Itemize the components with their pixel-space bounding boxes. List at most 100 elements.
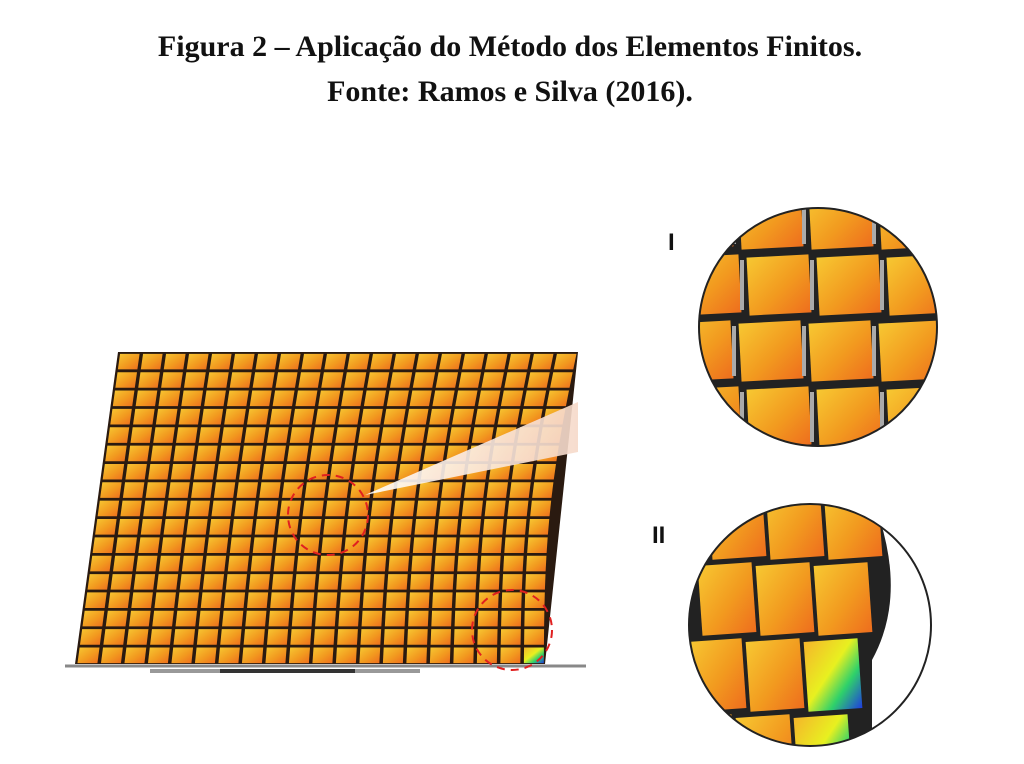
- mesh-cell: [318, 390, 341, 407]
- mesh-cell: [359, 647, 381, 664]
- detail-cell: [699, 386, 742, 446]
- detail-cell: [816, 386, 882, 446]
- mesh-cell: [135, 390, 158, 407]
- detail-gap: [880, 392, 884, 442]
- mesh-cell: [339, 592, 361, 609]
- mesh-cell: [293, 592, 315, 609]
- mesh-cell: [278, 353, 301, 370]
- mesh-cell: [377, 445, 400, 462]
- mesh-cell: [131, 592, 153, 609]
- mesh-cell: [152, 610, 174, 627]
- mesh-cell: [502, 574, 523, 590]
- mesh-cell: [355, 445, 377, 462]
- mesh-cell: [323, 519, 345, 535]
- mesh-cell: [389, 537, 411, 553]
- mesh-cell: [453, 647, 474, 664]
- detail-gap: [810, 260, 814, 310]
- mesh-cell: [102, 463, 125, 480]
- mesh-cell: [209, 519, 231, 535]
- mesh-cell: [365, 555, 387, 572]
- mesh-cell: [526, 555, 547, 572]
- mesh-cell: [225, 574, 247, 590]
- mesh-cell: [484, 500, 506, 517]
- mesh-cell: [183, 372, 206, 388]
- mesh-cell: [273, 555, 295, 572]
- mesh-cell: [437, 519, 459, 535]
- detail-cell: [813, 562, 873, 636]
- mesh-cell: [222, 610, 244, 627]
- mesh-cell: [458, 537, 480, 553]
- mesh-cell: [165, 500, 188, 517]
- mesh-cell: [391, 519, 413, 535]
- mesh-cell: [292, 408, 315, 425]
- mesh-cell: [275, 372, 298, 388]
- mesh-cell: [184, 537, 206, 553]
- mesh-cell: [135, 555, 158, 572]
- mesh-cell: [115, 372, 138, 388]
- mesh-cell: [138, 372, 160, 388]
- mesh-cell: [170, 463, 193, 480]
- mesh-cell: [288, 647, 311, 664]
- mesh-cell: [429, 647, 451, 664]
- mesh-cell: [312, 427, 335, 443]
- mesh-cell: [453, 629, 475, 645]
- highlight-i: [287, 474, 369, 556]
- mesh-cell: [501, 610, 522, 627]
- detail-cell: [878, 208, 937, 250]
- mesh-cell: [220, 629, 242, 645]
- detail-ii-border: [688, 503, 932, 747]
- mesh-cell: [504, 537, 525, 553]
- mesh-cell: [429, 408, 452, 425]
- mesh-cell: [129, 610, 151, 627]
- detail-cell: [735, 714, 795, 746]
- mesh-cell: [523, 647, 544, 664]
- mesh-cell: [307, 463, 329, 480]
- mesh-cell: [315, 408, 338, 425]
- mesh-cell: [505, 519, 527, 535]
- mesh-cell: [364, 574, 385, 590]
- mesh-cell: [204, 555, 227, 572]
- detail-cell: [793, 714, 853, 746]
- mesh-cell: [202, 574, 225, 590]
- detail-cell: [808, 320, 874, 382]
- mesh-cell: [324, 353, 347, 370]
- mesh: [75, 352, 578, 664]
- mesh-cell: [476, 647, 498, 664]
- mesh-cell: [352, 463, 375, 480]
- detail-cell: [699, 254, 742, 316]
- mesh-cell: [431, 610, 452, 627]
- mesh-cell: [406, 647, 427, 664]
- mesh-cell: [163, 353, 186, 370]
- mesh-cell: [213, 482, 236, 498]
- mesh-cell: [265, 647, 287, 664]
- mesh-cell: [316, 592, 338, 609]
- mesh-cell: [347, 353, 370, 370]
- mesh-cell: [441, 482, 463, 498]
- mesh-cell: [319, 555, 341, 572]
- mesh-cell: [133, 408, 155, 425]
- mesh-cell: [461, 500, 483, 517]
- mesh-cell: [553, 353, 577, 370]
- mesh-cell: [346, 519, 368, 535]
- mesh-cell: [113, 555, 135, 572]
- detail-cell: [697, 562, 757, 636]
- mesh-cell: [360, 629, 382, 645]
- mesh-cell: [108, 592, 130, 609]
- figure-title: Figura 2 – Aplicação do Método dos Eleme…: [158, 30, 862, 63]
- mesh-cell: [296, 555, 318, 572]
- mesh-cell: [300, 519, 322, 535]
- mesh-cell: [406, 408, 429, 425]
- mesh-cell: [503, 555, 524, 572]
- mesh-cell: [524, 592, 545, 609]
- mesh-cell: [158, 390, 181, 407]
- mesh-cell: [171, 647, 194, 664]
- detail-gap: [872, 208, 876, 244]
- mesh-cell: [269, 408, 292, 425]
- mesh-cell: [362, 592, 384, 609]
- mesh-cell: [173, 629, 196, 645]
- mesh-cell: [110, 574, 133, 590]
- mesh-cell: [120, 500, 142, 517]
- mesh-cell: [270, 592, 292, 609]
- detail-i: [699, 208, 937, 446]
